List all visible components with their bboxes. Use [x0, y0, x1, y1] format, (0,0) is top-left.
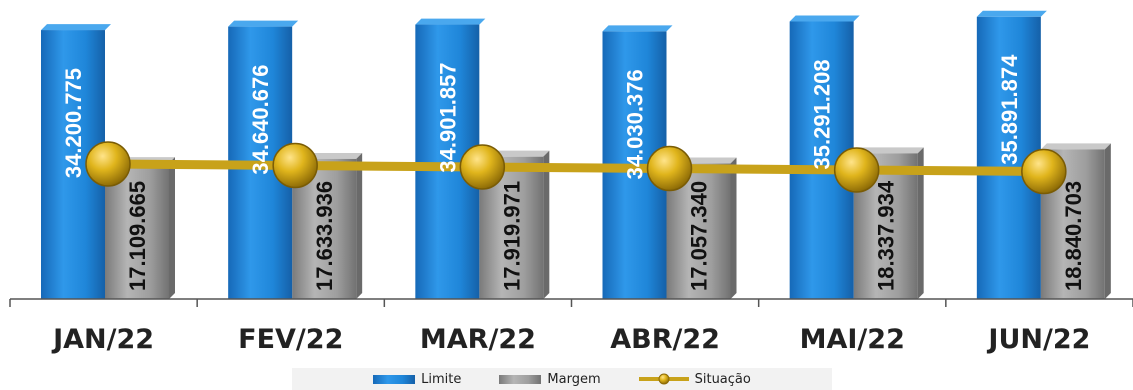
margem-value-label: 17.633.936 [312, 181, 337, 291]
situacao-point [833, 147, 880, 193]
margem-bar [105, 163, 169, 299]
limite-value-label: 34.030.376 [623, 69, 648, 179]
situacao-line [85, 141, 1067, 195]
category-label: JUN/22 [986, 324, 1090, 355]
situacao-point [646, 145, 693, 192]
category-label: ABR/22 [610, 324, 720, 355]
category-label: JAN/22 [51, 324, 154, 355]
legend-label-limite: Limite [421, 371, 462, 387]
legend-swatch-situacao [638, 373, 689, 385]
legend: Limite Margem Situação [292, 368, 832, 390]
legend-label-situacao: Situação [694, 371, 751, 387]
category-label: MAI/22 [800, 324, 905, 355]
category-label: FEV/22 [238, 324, 343, 355]
limite-bar-top [228, 20, 299, 27]
margem-value-label: 17.109.665 [125, 181, 150, 291]
limite-bar-top [41, 24, 111, 31]
category-label: MAR/22 [420, 324, 536, 355]
limite-value-label: 34.200.775 [61, 68, 86, 178]
bars [41, 10, 1111, 300]
margem-bar-side [917, 147, 924, 299]
legend-item-situacao: Situação [638, 371, 751, 387]
legend-item-margem: Margem [499, 371, 601, 387]
x-axis [9, 298, 1133, 307]
margem-bar-top [853, 147, 924, 154]
situacao-point [272, 142, 318, 189]
situacao-line-path [103, 159, 1049, 176]
data-labels: 34.200.775 17.109.665 34.640.676 17.633.936… [61, 54, 1086, 291]
margem-value-label: 17.919.971 [499, 181, 524, 291]
limite-value-label: 35.891.874 [997, 54, 1022, 165]
margem-bar-side [356, 152, 363, 299]
margem-bar-side [730, 157, 737, 299]
margem-value-label: 17.057.340 [687, 181, 712, 291]
limite-bar-top [976, 10, 1047, 17]
situacao-point [85, 141, 131, 187]
margem-bar-top [1040, 143, 1111, 150]
limite-bar-top [415, 18, 486, 25]
margem-value-label: 18.840.703 [1061, 181, 1086, 291]
legend-swatch-margem [499, 374, 542, 384]
legend-label-margem: Margem [547, 371, 601, 387]
legend-swatch-limite [373, 374, 416, 384]
margem-value-label: 18.337.934 [874, 180, 899, 291]
limite-value-label: 34.640.676 [248, 65, 273, 175]
situacao-point [1021, 148, 1067, 195]
margem-bar-side [169, 157, 175, 299]
margem-bar-side [1104, 143, 1111, 299]
margem-bar-side [543, 150, 550, 299]
category-labels: JAN/22 FEV/22 MAR/22 ABR/22 MAI/22 JUN/22 [51, 324, 1090, 355]
legend-item-limite: Limite [373, 372, 461, 387]
limite-value-label: 34.901.857 [435, 62, 460, 172]
limite-bar-top [789, 15, 860, 22]
chart: 34.200.775 17.109.665 34.640.676 17.633.936… [9, 10, 1133, 355]
situacao-point [459, 144, 506, 190]
limite-value-label: 35.291.208 [810, 59, 835, 169]
limite-bar-top [602, 25, 673, 32]
